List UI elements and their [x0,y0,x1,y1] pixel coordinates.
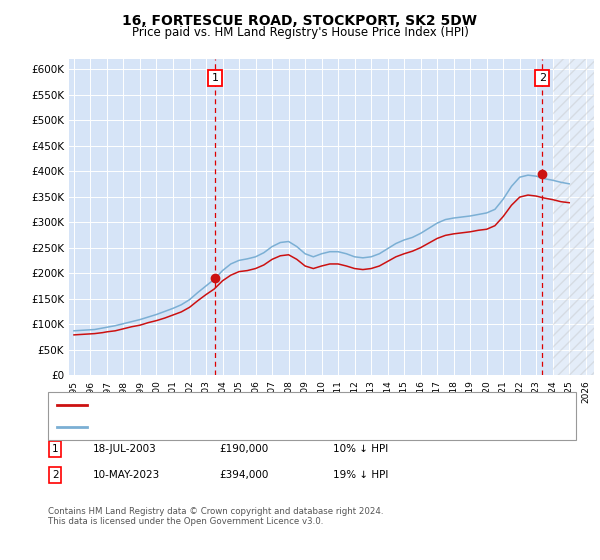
Text: £394,000: £394,000 [219,470,268,480]
Text: 16, FORTESCUE ROAD, STOCKPORT, SK2 5DW (detached house): 16, FORTESCUE ROAD, STOCKPORT, SK2 5DW (… [93,400,406,410]
Text: 2: 2 [539,73,546,83]
Text: 18-JUL-2003: 18-JUL-2003 [93,444,157,454]
Text: 1: 1 [211,73,218,83]
Text: 19% ↓ HPI: 19% ↓ HPI [333,470,388,480]
Text: Price paid vs. HM Land Registry's House Price Index (HPI): Price paid vs. HM Land Registry's House … [131,26,469,39]
Text: Contains HM Land Registry data © Crown copyright and database right 2024.
This d: Contains HM Land Registry data © Crown c… [48,507,383,526]
Text: 1: 1 [52,444,59,454]
Text: 10-MAY-2023: 10-MAY-2023 [93,470,160,480]
Text: 16, FORTESCUE ROAD, STOCKPORT, SK2 5DW: 16, FORTESCUE ROAD, STOCKPORT, SK2 5DW [122,14,478,28]
Text: HPI: Average price, detached house, Stockport: HPI: Average price, detached house, Stoc… [93,422,321,432]
Text: 2: 2 [52,470,59,480]
Text: £190,000: £190,000 [219,444,268,454]
Text: 10% ↓ HPI: 10% ↓ HPI [333,444,388,454]
Bar [553,59,600,375]
